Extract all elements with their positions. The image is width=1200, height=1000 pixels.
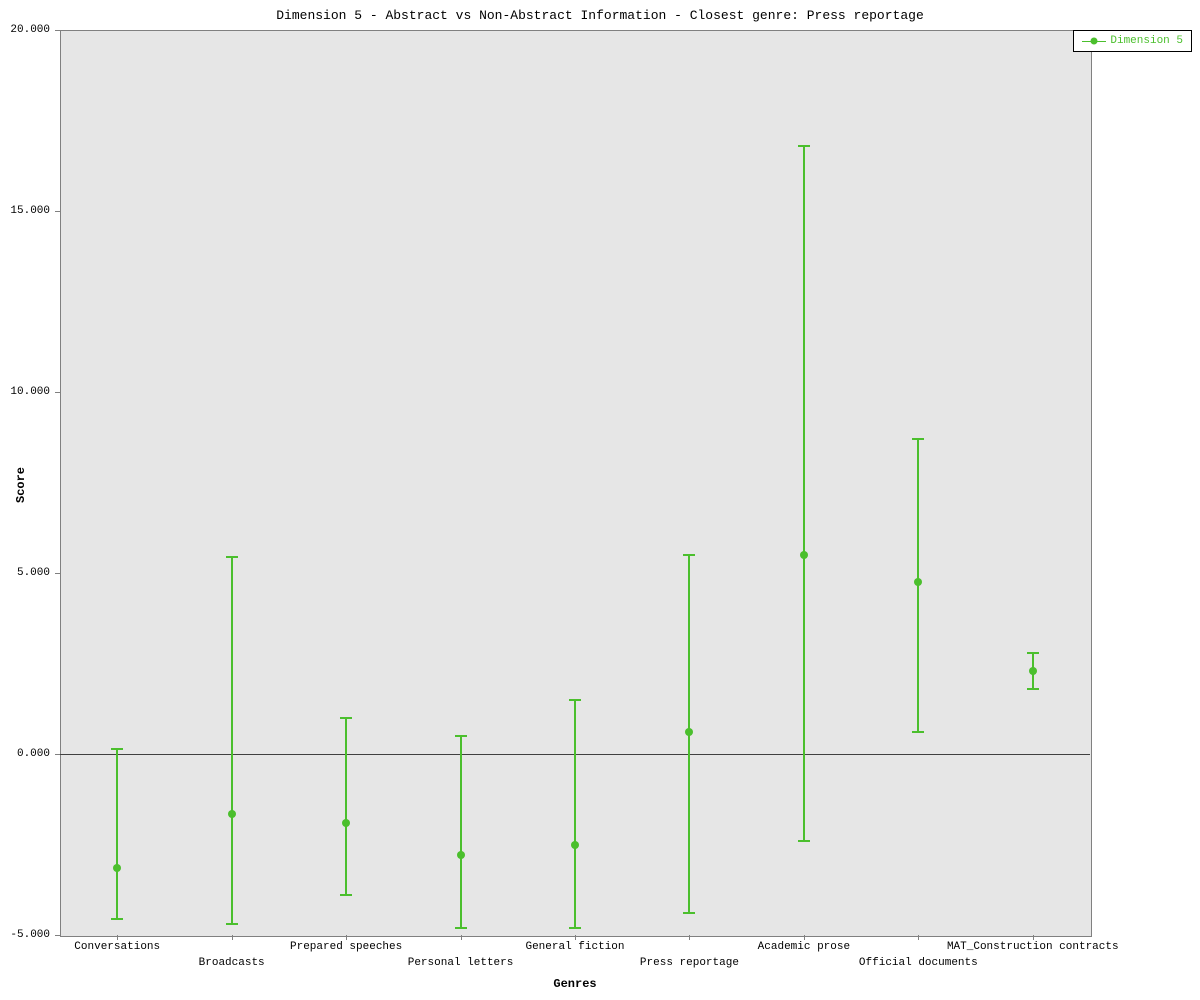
legend: Dimension 5 — [1073, 30, 1192, 52]
error-bar-cap — [569, 927, 581, 929]
error-bar-line — [231, 557, 233, 924]
error-bar-cap — [912, 438, 924, 440]
error-bar-line — [574, 700, 576, 928]
x-tick-label: General fiction — [525, 941, 624, 953]
error-bar-line — [803, 146, 805, 841]
y-axis-label: Score — [14, 466, 28, 502]
x-tick-label: Press reportage — [640, 957, 739, 969]
x-tick-label: Prepared speeches — [290, 941, 402, 953]
x-tick-label: MAT_Construction contracts — [947, 941, 1119, 953]
y-tick-label: 0.000 — [0, 748, 50, 760]
x-tick-mark — [1033, 935, 1034, 940]
x-tick-mark — [689, 935, 690, 940]
legend-dot-icon — [1091, 38, 1098, 45]
error-bar-cap — [340, 717, 352, 719]
error-bar-cap — [455, 927, 467, 929]
x-tick-mark — [804, 935, 805, 940]
y-tick-label: -5.000 — [0, 929, 50, 941]
error-bar-line — [345, 718, 347, 895]
plot-area — [60, 30, 1092, 937]
error-bar-cap — [798, 145, 810, 147]
y-tick-label: 15.000 — [0, 205, 50, 217]
y-tick-mark — [55, 935, 60, 936]
error-bar-line — [460, 736, 462, 928]
x-tick-mark — [575, 935, 576, 940]
data-marker — [685, 728, 693, 736]
error-bar-cap — [226, 556, 238, 558]
x-tick-label: Conversations — [74, 941, 160, 953]
error-bar-cap — [798, 840, 810, 842]
y-tick-label: 10.000 — [0, 386, 50, 398]
error-bar-cap — [683, 554, 695, 556]
data-marker — [914, 578, 922, 586]
error-bar-cap — [912, 731, 924, 733]
error-bar-cap — [111, 748, 123, 750]
y-tick-mark — [55, 754, 60, 755]
chart-container: Dimension 5 - Abstract vs Non-Abstract I… — [0, 0, 1200, 1000]
y-tick-mark — [55, 392, 60, 393]
x-tick-mark — [918, 935, 919, 940]
data-marker — [342, 819, 350, 827]
error-bar-cap — [683, 912, 695, 914]
data-marker — [113, 864, 121, 872]
error-bar-cap — [455, 735, 467, 737]
x-tick-mark — [117, 935, 118, 940]
error-bar-line — [116, 749, 118, 919]
x-tick-label: Academic prose — [758, 941, 850, 953]
x-tick-mark — [232, 935, 233, 940]
data-marker — [228, 810, 236, 818]
x-tick-label: Personal letters — [408, 957, 514, 969]
error-bar-cap — [111, 918, 123, 920]
legend-line-icon — [1082, 41, 1106, 42]
x-tick-mark — [461, 935, 462, 940]
legend-label: Dimension 5 — [1110, 35, 1183, 47]
error-bar-cap — [1027, 688, 1039, 690]
data-marker — [1029, 667, 1037, 675]
y-tick-mark — [55, 573, 60, 574]
y-tick-label: 20.000 — [0, 24, 50, 36]
x-tick-mark — [346, 935, 347, 940]
y-tick-mark — [55, 211, 60, 212]
x-axis-label: Genres — [60, 977, 1090, 991]
y-tick-mark — [55, 30, 60, 31]
y-tick-label: 5.000 — [0, 567, 50, 579]
error-bar-cap — [226, 923, 238, 925]
error-bar-cap — [1027, 652, 1039, 654]
x-tick-label: Broadcasts — [199, 957, 265, 969]
data-marker — [571, 841, 579, 849]
error-bar-cap — [569, 699, 581, 701]
data-marker — [457, 851, 465, 859]
x-tick-label: Official documents — [859, 957, 978, 969]
chart-title: Dimension 5 - Abstract vs Non-Abstract I… — [0, 8, 1200, 23]
data-marker — [800, 551, 808, 559]
error-bar-cap — [340, 894, 352, 896]
